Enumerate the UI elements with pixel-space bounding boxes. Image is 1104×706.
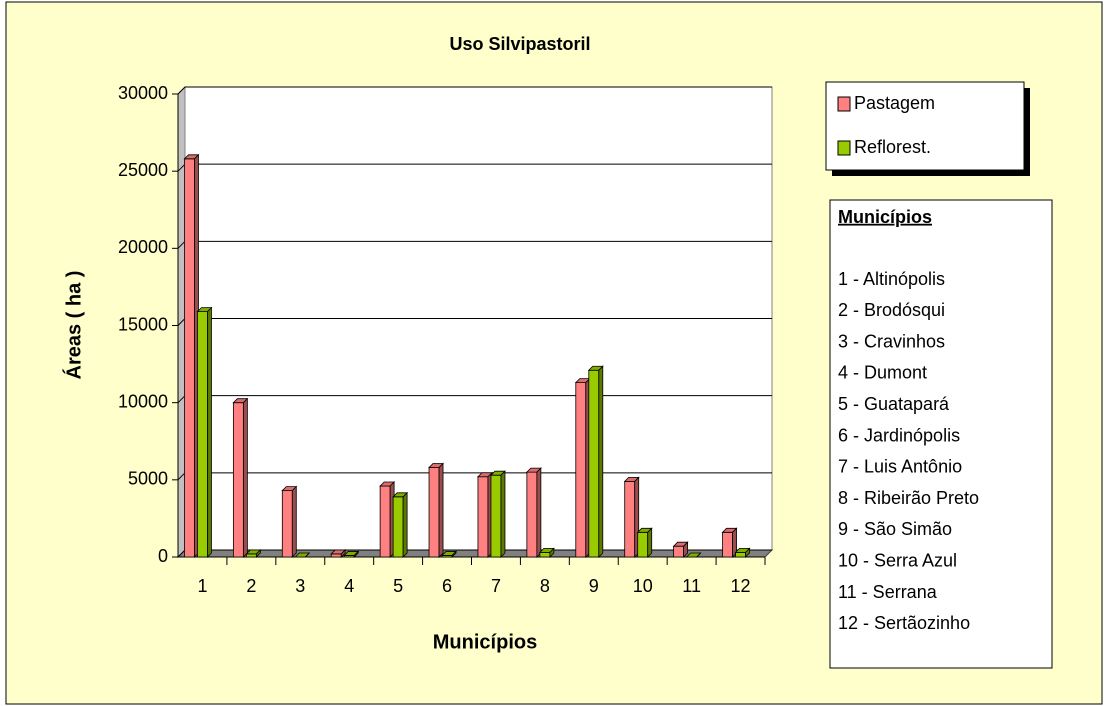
bar [232, 402, 244, 558]
x-axis-label: Municípios [433, 631, 537, 653]
bar [637, 531, 649, 558]
bar-side [255, 548, 261, 558]
y-tick-label: 5000 [128, 469, 168, 489]
x-tick-label: 6 [442, 576, 452, 596]
y-tick-label: 10000 [118, 391, 168, 411]
key-item: 11 - Serrana [838, 582, 938, 602]
bar-side [242, 397, 248, 558]
y-axis-label: Áreas ( ha ) [62, 271, 85, 380]
legend-box [825, 81, 1025, 171]
key-item: 12 - Sertãozinho [838, 613, 970, 633]
grid-line-side [177, 240, 186, 249]
key-item: 7 - Luis Antônio [838, 457, 962, 477]
bar-side [402, 491, 408, 558]
bar [722, 531, 733, 558]
bar [428, 467, 440, 558]
key-item: 8 - Ribeirão Preto [838, 488, 979, 508]
bar [281, 490, 293, 558]
key-item: 1 - Altinópolis [838, 269, 945, 289]
bar [184, 158, 195, 558]
bar-side [696, 552, 701, 558]
chart-title: Uso Silvipastoril [449, 34, 590, 54]
bar [330, 553, 342, 558]
x-tick-label: 3 [295, 576, 305, 596]
y-tick-label: 20000 [118, 237, 168, 257]
x-tick-label: 9 [589, 576, 599, 596]
legend-swatch [837, 96, 851, 112]
bar-side [451, 550, 457, 558]
bar [392, 496, 404, 558]
bar [539, 551, 551, 558]
bar [526, 471, 538, 558]
grid-line-side [177, 318, 186, 326]
bar [673, 545, 685, 558]
bar-side [683, 541, 689, 558]
key-title: Municípios [838, 207, 932, 227]
x-tick-label: 4 [344, 576, 354, 596]
x-tick-label: 2 [246, 576, 256, 596]
bar [490, 474, 502, 558]
bar-side [438, 462, 444, 558]
key-item: 2 - Brodósqui [838, 300, 945, 320]
key-item: 9 - São Simão [838, 519, 952, 539]
legend-swatch [837, 140, 851, 156]
bar-side [598, 365, 604, 558]
y-tick-label: 30000 [118, 83, 168, 103]
grid-line-side [177, 472, 186, 481]
bar-side [207, 306, 212, 558]
bar [197, 311, 208, 558]
bar [575, 382, 587, 558]
key-item: 6 - Jardinópolis [838, 425, 960, 445]
legend-label: Reflorest. [854, 137, 931, 157]
key-item: 4 - Dumont [838, 363, 927, 383]
bar [624, 480, 636, 558]
bar-side [536, 467, 542, 558]
bar-side [549, 547, 555, 558]
x-tick-label: 12 [731, 576, 751, 596]
bar-side [745, 547, 750, 558]
grid-line-side [177, 395, 186, 404]
bar-side [647, 527, 653, 558]
bar [588, 369, 600, 558]
x-tick-label: 11 [682, 576, 701, 596]
grid-line-side [177, 163, 186, 172]
bar [735, 551, 746, 558]
x-tick-label: 8 [540, 576, 550, 596]
key-item: 5 - Guatapará [838, 394, 950, 414]
grid-line-side [177, 549, 186, 558]
bar-side [291, 485, 297, 558]
bar-side [305, 552, 310, 558]
key-box [829, 199, 1053, 669]
x-tick-label: 10 [633, 576, 653, 596]
y-tick-label: 0 [158, 546, 168, 566]
key-item: 10 - Serra Azul [838, 550, 957, 570]
bar-side [340, 548, 346, 558]
bar [477, 476, 489, 558]
bar [245, 553, 257, 558]
grid-line-side [177, 86, 186, 95]
y-tick-label: 25000 [118, 160, 168, 180]
y-tick-label: 15000 [118, 314, 168, 334]
x-tick-label: 1 [197, 576, 207, 596]
legend-label: Pastagem [854, 93, 935, 113]
bar [379, 485, 391, 558]
bar-side [500, 470, 506, 558]
key-item: 3 - Cravinhos [838, 331, 945, 351]
x-tick-label: 5 [393, 576, 403, 596]
x-tick-label: 7 [491, 576, 501, 596]
bar-side [353, 550, 359, 558]
